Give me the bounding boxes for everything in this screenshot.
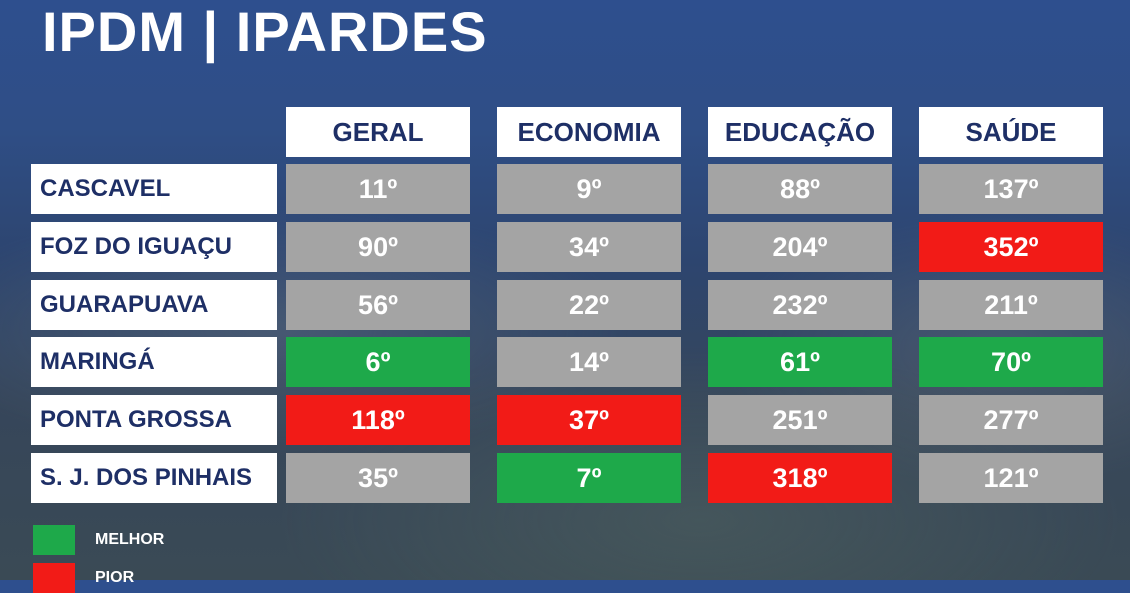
column-header-educacao: EDUCAÇÃO: [708, 107, 892, 157]
rank-cell-educacao: 232º: [708, 280, 892, 330]
rank-cell-geral: 35º: [286, 453, 470, 503]
rank-cell-educacao: 318º: [708, 453, 892, 503]
page-title: IPDM | IPARDES: [42, 0, 488, 63]
rank-cell-saude: 137º: [919, 164, 1103, 214]
column-header-geral: GERAL: [286, 107, 470, 157]
legend-swatch-worst: [33, 563, 75, 593]
row-label-city: PONTA GROSSA: [31, 395, 277, 445]
rank-cell-economia: 14º: [497, 337, 681, 387]
rank-cell-saude: 211º: [919, 280, 1103, 330]
rank-cell-educacao: 88º: [708, 164, 892, 214]
rank-cell-saude: 70º: [919, 337, 1103, 387]
row-label-city: FOZ DO IGUAÇU: [31, 222, 277, 272]
rank-cell-geral: 56º: [286, 280, 470, 330]
legend-label-best: MELHOR: [95, 531, 165, 548]
rank-cell-geral: 6º: [286, 337, 470, 387]
row-label-city: MARINGÁ: [31, 337, 277, 387]
rank-cell-economia: 9º: [497, 164, 681, 214]
rank-cell-economia: 22º: [497, 280, 681, 330]
rank-cell-geral: 11º: [286, 164, 470, 214]
legend-swatch-best: [33, 525, 75, 555]
rank-cell-educacao: 251º: [708, 395, 892, 445]
rank-cell-geral: 118º: [286, 395, 470, 445]
row-label-city: CASCAVEL: [31, 164, 277, 214]
rank-cell-saude: 121º: [919, 453, 1103, 503]
rank-cell-geral: 90º: [286, 222, 470, 272]
rank-cell-economia: 7º: [497, 453, 681, 503]
rank-cell-saude: 352º: [919, 222, 1103, 272]
rank-cell-educacao: 204º: [708, 222, 892, 272]
column-header-economia: ECONOMIA: [497, 107, 681, 157]
rank-cell-saude: 277º: [919, 395, 1103, 445]
legend-label-worst: PIOR: [95, 569, 135, 586]
row-label-city: S. J. DOS PINHAIS: [31, 453, 277, 503]
rank-cell-economia: 34º: [497, 222, 681, 272]
rank-cell-educacao: 61º: [708, 337, 892, 387]
column-header-saude: SAÚDE: [919, 107, 1103, 157]
rank-cell-economia: 37º: [497, 395, 681, 445]
row-label-city: GUARAPUAVA: [31, 280, 277, 330]
